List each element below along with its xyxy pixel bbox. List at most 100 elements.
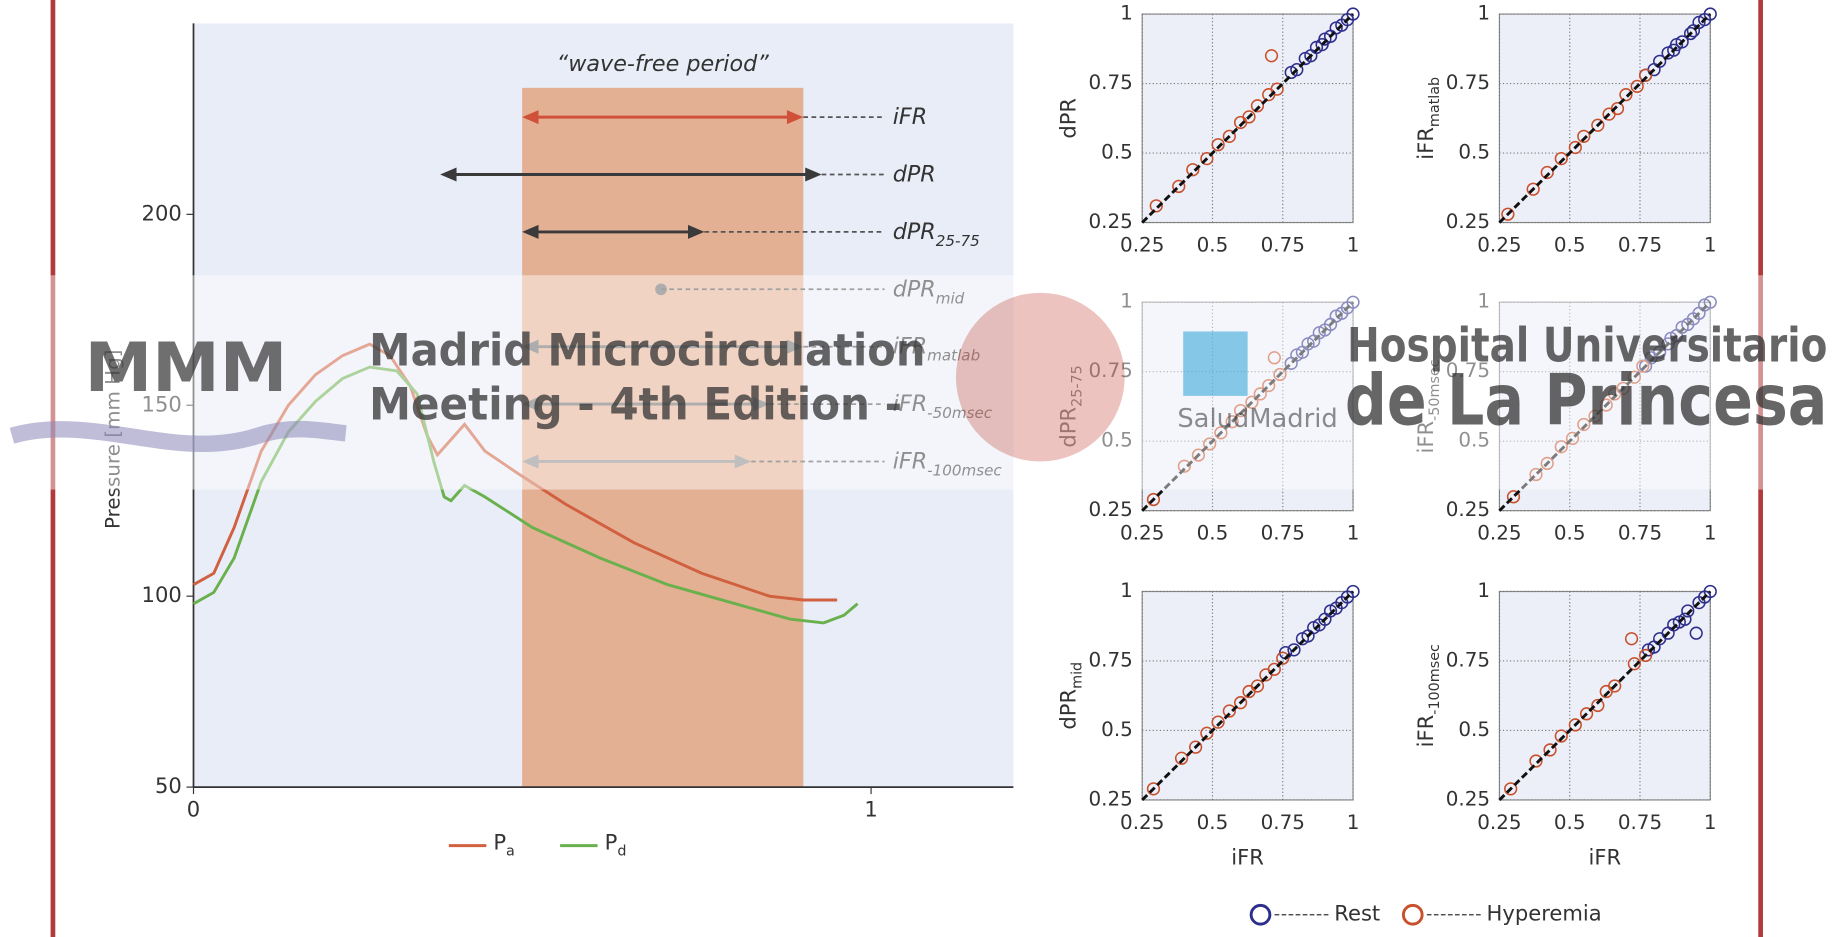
interval-label-main: iFR [893, 448, 927, 474]
legend-marker [1249, 903, 1272, 926]
data-point [1610, 101, 1625, 116]
identity-line [1498, 13, 1712, 224]
y-axis-label: dPR [1056, 98, 1081, 139]
data-point [1624, 632, 1639, 646]
x-tick-label: 0.5 [1554, 811, 1586, 834]
data-point [1346, 295, 1360, 309]
arrow-head [786, 339, 804, 354]
data-point [1638, 648, 1653, 663]
y-tick-label: 150 [142, 391, 182, 416]
x-tick-label: 0.5 [1554, 522, 1586, 545]
y-tick-label: 1 [1120, 579, 1133, 602]
y-tick-label: 0.5 [1101, 718, 1133, 741]
interval-label-sub: matlab [927, 346, 980, 364]
identity-line [1141, 590, 1355, 802]
x-tick-label: 0.25 [1477, 811, 1521, 834]
data-point [1568, 140, 1582, 155]
data-point [1653, 54, 1667, 68]
data-point [1191, 448, 1206, 462]
data-point [1276, 651, 1290, 665]
x-tick-label: 0.75 [1618, 522, 1662, 545]
arrow-head [734, 454, 752, 469]
y-axis-label-main: iFR [1413, 127, 1438, 160]
arrow-head [805, 167, 822, 182]
identity-line [1141, 301, 1355, 512]
data-point [1174, 751, 1189, 765]
y-tick-label: 0.25 [1446, 498, 1490, 521]
legend-marker [1401, 903, 1424, 926]
x-tick-label: 0.25 [1120, 811, 1164, 834]
arrow-head [522, 339, 539, 354]
x-tick-label: 1 [1704, 233, 1717, 256]
interval-label-sub: -100msec [927, 461, 1002, 479]
data-point [1529, 754, 1543, 768]
data-point [1591, 698, 1605, 713]
data-point [1233, 696, 1248, 710]
data-point [1177, 459, 1191, 473]
arrow-head [522, 397, 539, 412]
data-point [1273, 367, 1287, 382]
x-tick-label: 1 [864, 797, 877, 822]
data-point [1504, 782, 1518, 796]
data-point [1253, 387, 1267, 401]
interval-label-main: iFR [893, 391, 927, 417]
y-tick-label: 1 [1477, 290, 1490, 313]
y-axis-label-main: dPR [1056, 407, 1081, 448]
legend-label: Pd [605, 829, 627, 859]
data-point [1543, 743, 1557, 757]
y-axis-label: iFR-50msec [1413, 359, 1443, 453]
x-tick-label: 0.75 [1261, 811, 1305, 834]
watermark: MMM Madrid Microcirculation Meeting - 4t… [0, 275, 1837, 490]
data-point [1267, 351, 1281, 365]
y-tick-label: 0.75 [1446, 71, 1490, 94]
legend-label: Pa [493, 829, 515, 859]
interval-label: iFR-100msec [893, 448, 1003, 479]
data-point [1267, 662, 1281, 676]
identity-line [1498, 590, 1712, 802]
data-point [1346, 584, 1360, 599]
y-tick-label: 0.25 [1089, 787, 1133, 810]
data-point [1627, 657, 1641, 671]
x-tick-label: 0.25 [1477, 233, 1521, 256]
interval-label-main: dPR [893, 276, 936, 302]
legend-label-sub: a [506, 843, 515, 859]
data-point [1577, 129, 1591, 143]
data-point [1526, 182, 1540, 196]
logo-wave [9, 420, 347, 453]
data-point [1290, 63, 1304, 77]
data-point [1262, 378, 1276, 393]
data-point [1630, 79, 1644, 93]
y-axis-label-main: iFR [1413, 714, 1438, 747]
interval-label-main: iFR [893, 333, 927, 359]
data-point [1501, 207, 1515, 221]
legend-label-sub: d [617, 843, 626, 859]
y-axis-label-sub: mid [1070, 662, 1086, 689]
data-point [1599, 398, 1613, 412]
data-point [1270, 82, 1284, 96]
y-axis-label-sub: -50msec [1427, 359, 1443, 421]
data-point [1616, 381, 1630, 395]
y-tick-label: 1 [1477, 579, 1490, 602]
interval-label-main: dPR [893, 218, 936, 244]
y-tick-label: 0.25 [1446, 787, 1490, 810]
data-point [1554, 440, 1568, 454]
data-point [1529, 467, 1543, 482]
data-point [1346, 7, 1360, 21]
y-tick-label: 0.25 [1446, 210, 1490, 233]
x-tick-label: 0.5 [1197, 233, 1229, 256]
data-point [1225, 415, 1239, 429]
pressure-line [192, 365, 859, 625]
interval-label-sub: 25-75 [936, 231, 980, 249]
arrow-head [753, 397, 770, 412]
interval-label-main: dPR [893, 161, 936, 187]
data-point [1608, 679, 1622, 693]
data-point [1214, 426, 1228, 440]
y-tick-label: 1 [1477, 2, 1490, 25]
identity-line [1141, 13, 1355, 224]
y-axis-label-sub: 25-75 [1070, 365, 1086, 407]
data-point [1242, 110, 1256, 124]
data-point [1211, 138, 1225, 152]
x-tick-label: 0.5 [1554, 233, 1586, 256]
data-point [1540, 456, 1554, 471]
